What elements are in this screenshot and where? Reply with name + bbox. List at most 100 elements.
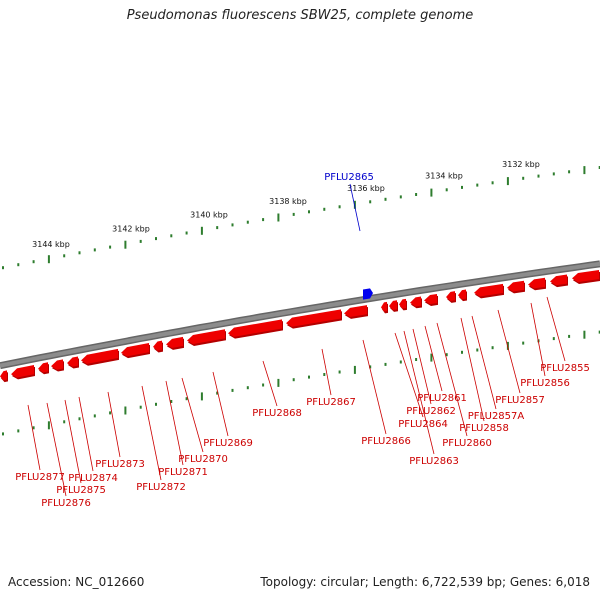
major-tick — [277, 378, 280, 387]
gene-labels: PFLU2865 PFLU2855 PFLU2856 PFLU2857 PFLU2857… — [15, 172, 590, 509]
highlighted-gene-leader — [349, 183, 361, 232]
gene-label[interactable]: PFLU2875 — [56, 485, 106, 496]
minor-tick — [292, 212, 295, 216]
gene-label[interactable]: PFLU2856 — [520, 378, 570, 389]
gene-label-leader — [471, 315, 497, 410]
gene-arrow[interactable] — [38, 362, 48, 373]
minor-tick — [369, 200, 372, 204]
minor-tick — [476, 348, 479, 352]
gene-label[interactable]: PFLU2873 — [95, 459, 145, 470]
gene-arrow[interactable] — [389, 300, 397, 311]
minor-tick — [231, 388, 234, 392]
gene-label-leader — [530, 302, 546, 377]
gene-label[interactable]: PFLU2870 — [178, 454, 228, 465]
minor-tick — [17, 429, 20, 433]
major-tick — [583, 166, 586, 175]
scale-labels: 3132 kbp 3134 kbp 3136 kbp 3138 kbp 3140 kbp… — [32, 160, 540, 249]
gene-arrow[interactable] — [121, 343, 149, 357]
gene-arrow[interactable] — [458, 289, 466, 300]
gene-arrow[interactable] — [507, 280, 524, 292]
gene-label[interactable]: PFLU2864 — [398, 419, 448, 430]
gene-arrow[interactable] — [0, 370, 7, 381]
scale-label: 3140 kbp — [190, 211, 228, 220]
minor-tick — [552, 172, 555, 176]
gene-label[interactable]: PFLU2868 — [252, 408, 302, 419]
minor-tick — [323, 373, 326, 376]
minor-tick — [32, 260, 35, 264]
gene-label[interactable]: PFLU2857A — [468, 411, 525, 422]
minor-tick — [415, 358, 418, 361]
gene-arrow[interactable] — [153, 340, 162, 351]
gene-label[interactable]: PFLU2876 — [41, 498, 91, 509]
gene-label[interactable]: PFLU2877 — [15, 472, 65, 483]
gene-arrow[interactable] — [67, 356, 78, 367]
gene-arrow[interactable] — [286, 309, 341, 327]
gene-label-leader — [27, 404, 41, 471]
gene-arrow[interactable] — [410, 296, 421, 307]
gene-label[interactable]: PFLU2869 — [203, 438, 253, 449]
minor-tick — [399, 195, 402, 199]
minor-tick — [216, 391, 219, 395]
minor-tick — [109, 411, 112, 415]
gene-label[interactable]: PFLU2861 — [417, 393, 467, 404]
gene-arrow[interactable] — [166, 336, 183, 348]
minor-tick — [109, 245, 112, 249]
gene-arrow[interactable] — [550, 274, 567, 286]
gene-arrow[interactable] — [11, 365, 34, 378]
minor-tick — [491, 346, 494, 350]
gene-label[interactable]: PFLU2862 — [406, 406, 456, 417]
minor-tick — [262, 218, 265, 222]
minor-tick — [476, 183, 479, 187]
minor-tick — [155, 237, 157, 241]
gene-label[interactable]: PFLU2855 — [540, 363, 590, 374]
gene-label[interactable]: PFLU2857 — [495, 395, 545, 406]
gene-arrow[interactable] — [81, 348, 118, 364]
scale-label: 3134 kbp — [425, 172, 463, 181]
label-leaders — [27, 183, 566, 497]
gene-arrow[interactable] — [381, 301, 387, 312]
gene-label[interactable]: PFLU2867 — [306, 397, 356, 408]
minor-tick — [445, 353, 448, 357]
gene-label[interactable]: PFLU2860 — [442, 438, 492, 449]
gene-label[interactable]: PFLU2871 — [158, 467, 208, 478]
minor-tick — [246, 220, 249, 224]
highlighted-gene-label[interactable]: PFLU2865 — [324, 172, 374, 183]
minor-tick — [384, 362, 387, 366]
minor-tick — [78, 417, 81, 421]
minor-tick — [139, 239, 142, 243]
gene-label[interactable]: PFLU2866 — [361, 436, 411, 447]
gene-label[interactable]: PFLU2874 — [68, 473, 118, 484]
highlighted-gene-arrow[interactable] — [363, 288, 373, 300]
minor-tick — [170, 400, 173, 403]
gene-label-leader — [362, 339, 387, 435]
gene-label-leader — [46, 402, 67, 497]
gene-label-leader — [64, 399, 82, 484]
gene-label[interactable]: PFLU2863 — [409, 456, 459, 467]
gene-track[interactable] — [0, 270, 600, 383]
gene-arrow[interactable] — [474, 283, 503, 297]
map-title: Pseudomonas fluorescens SBW25, complete … — [126, 8, 474, 23]
minor-tick — [522, 176, 525, 180]
minor-tick — [63, 420, 66, 424]
gene-label[interactable]: PFLU2872 — [136, 482, 186, 493]
gene-arrow[interactable] — [572, 270, 599, 283]
minor-tick — [461, 350, 463, 354]
gene-label-leader — [212, 371, 229, 437]
gene-arrow[interactable] — [399, 298, 406, 309]
gene-arrow[interactable] — [344, 305, 367, 318]
genome-backbone — [0, 260, 600, 370]
major-tick — [124, 240, 127, 249]
gene-arrow[interactable] — [228, 319, 282, 337]
gene-arrow[interactable] — [424, 293, 437, 305]
major-tick — [353, 365, 356, 374]
minor-tick — [63, 254, 66, 258]
minor-tick — [338, 205, 341, 209]
gene-arrow[interactable] — [51, 359, 63, 370]
gene-arrow[interactable] — [446, 291, 455, 301]
scale-label: 3142 kbp — [112, 225, 150, 234]
gene-label[interactable]: PFLU2858 — [459, 423, 509, 434]
gene-arrow[interactable] — [528, 277, 545, 289]
gene-arrow[interactable] — [187, 329, 225, 345]
gene-label-leader — [78, 396, 94, 472]
